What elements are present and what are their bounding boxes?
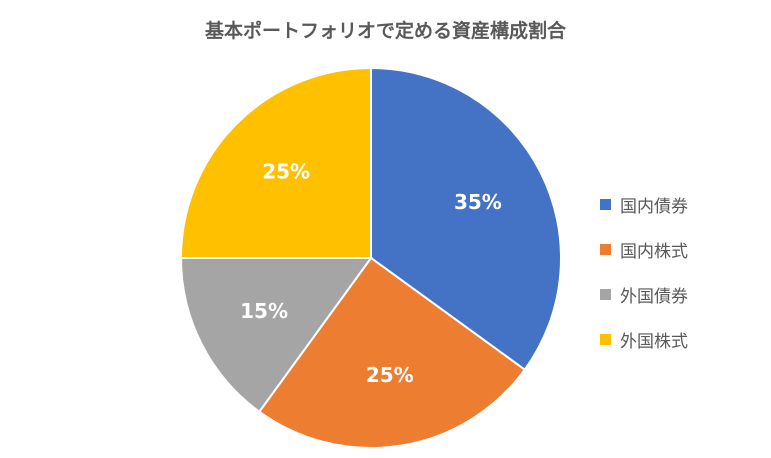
legend-item: 国内債券 — [600, 182, 688, 227]
pie-slice-4 — [179, 66, 372, 259]
pie-slice-2 — [257, 256, 527, 449]
slice-data-label-1: 35% — [454, 190, 502, 214]
legend: 国内債券国内株式外国債券外国株式 — [600, 182, 688, 362]
legend-item: 外国株式 — [600, 317, 688, 362]
legend-label: 国内債券 — [620, 197, 688, 217]
legend-label: 外国株式 — [620, 332, 688, 352]
legend-label: 国内株式 — [620, 242, 688, 262]
pie-slice-3 — [179, 257, 373, 414]
slice-data-label-3: 15% — [240, 299, 288, 323]
legend-swatch — [600, 199, 611, 210]
legend-item: 外国債券 — [600, 272, 688, 317]
legend-swatch — [600, 244, 611, 255]
legend-swatch — [600, 334, 611, 345]
pie-slice-1 — [370, 66, 562, 372]
slice-data-label-4: 25% — [262, 160, 310, 184]
legend-item: 国内株式 — [600, 227, 688, 272]
chart-title: 基本ポートフォリオで定める資産構成割合 — [204, 20, 566, 42]
slice-data-label-2: 25% — [366, 363, 414, 387]
legend-label: 外国債券 — [620, 287, 688, 307]
legend-swatch — [600, 289, 611, 300]
